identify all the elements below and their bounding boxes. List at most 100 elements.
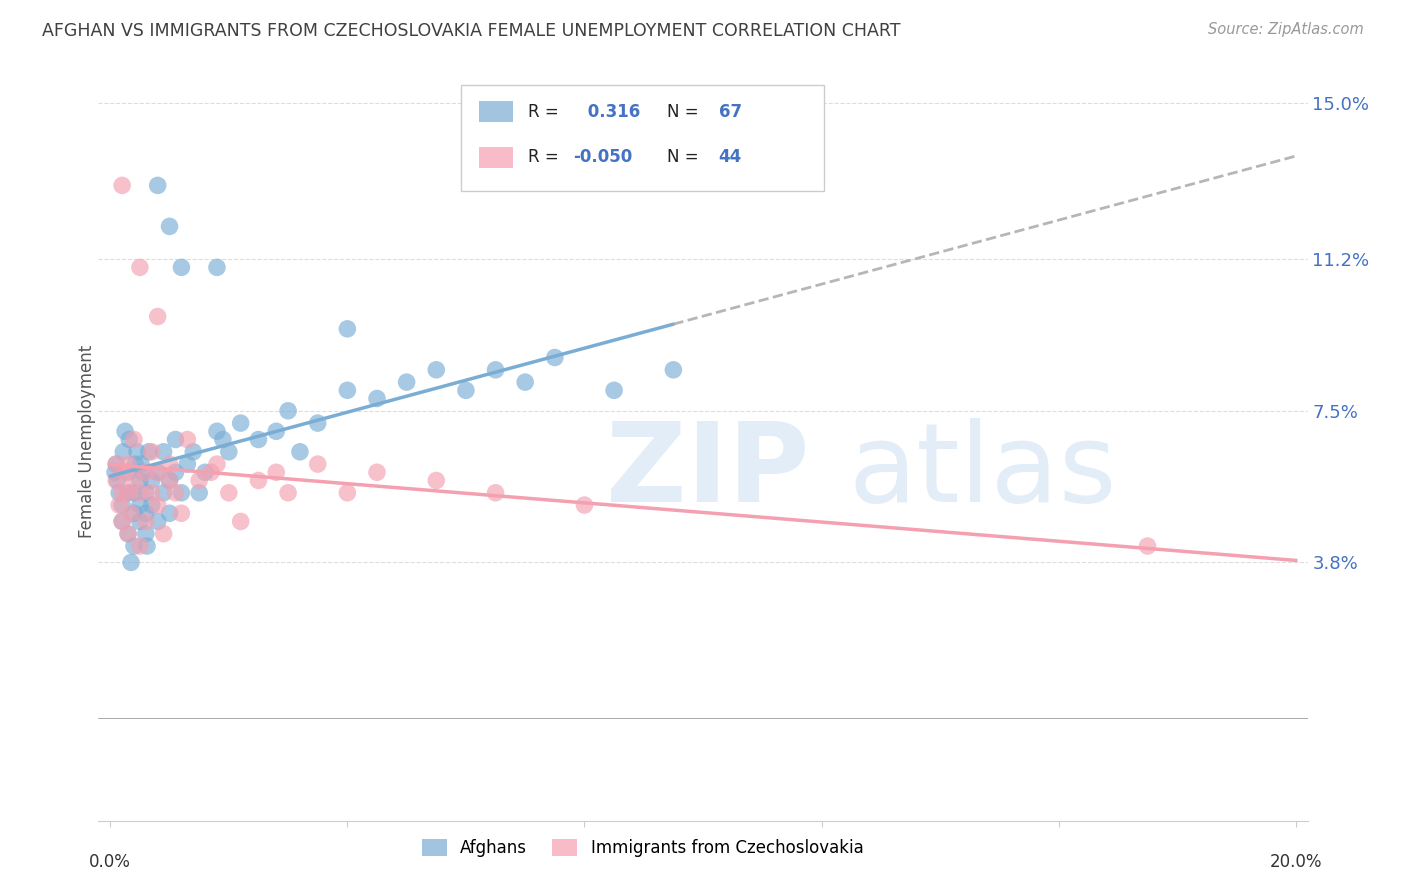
Point (122, 539, 145, 553)
Point (135, 515, 157, 529)
Point (165, 485, 187, 500)
Point (159, 474, 181, 488)
Point (122, 474, 145, 488)
Point (117, 465, 139, 479)
Point (129, 457, 152, 471)
Point (170, 506, 193, 520)
Text: 0.0%: 0.0% (90, 854, 131, 871)
Point (111, 178, 134, 193)
Point (218, 444, 240, 458)
Point (108, 498, 131, 512)
Point (105, 474, 128, 488)
Point (105, 474, 128, 488)
Point (159, 506, 181, 520)
Point (336, 384, 359, 398)
Point (117, 485, 139, 500)
Point (165, 465, 187, 479)
Point (336, 485, 359, 500)
Point (366, 392, 388, 406)
Point (425, 474, 447, 488)
Point (129, 485, 152, 500)
Point (188, 485, 211, 500)
Point (122, 506, 145, 520)
Point (159, 219, 181, 234)
Text: 20.0%: 20.0% (1270, 854, 1322, 871)
Point (188, 474, 211, 488)
Point (122, 433, 145, 447)
Point (152, 444, 174, 458)
Point (108, 485, 131, 500)
Point (218, 485, 240, 500)
Point (117, 457, 139, 471)
Point (454, 384, 477, 398)
Point (117, 485, 139, 500)
Point (135, 526, 157, 541)
Text: AFGHAN VS IMMIGRANTS FROM CZECHOSLOVAKIA FEMALE UNEMPLOYMENT CORRELATION CHART: AFGHAN VS IMMIGRANTS FROM CZECHOSLOVAKIA… (42, 22, 901, 40)
Point (141, 474, 163, 488)
Point (135, 485, 157, 500)
Point (146, 498, 169, 512)
FancyBboxPatch shape (479, 146, 513, 168)
Point (159, 474, 181, 488)
Point (117, 526, 139, 541)
Point (105, 457, 128, 471)
Point (205, 260, 228, 275)
Point (129, 260, 152, 275)
Point (122, 485, 145, 500)
Point (1136, 539, 1159, 553)
Point (129, 515, 152, 529)
Point (366, 465, 388, 479)
Point (205, 425, 228, 439)
Text: -0.050: -0.050 (574, 148, 633, 166)
Point (229, 515, 252, 529)
Point (277, 404, 299, 418)
Point (146, 178, 169, 193)
Point (152, 485, 174, 500)
Point (170, 260, 193, 275)
Point (132, 465, 155, 479)
Text: 0.316: 0.316 (582, 103, 640, 120)
Point (212, 433, 235, 447)
Point (277, 485, 299, 500)
Point (307, 416, 329, 430)
Point (176, 433, 198, 447)
Point (159, 457, 181, 471)
Point (515, 375, 537, 389)
Point (146, 465, 169, 479)
Point (336, 322, 359, 336)
FancyBboxPatch shape (479, 101, 513, 122)
Point (288, 444, 311, 458)
Point (194, 465, 217, 479)
Point (111, 485, 134, 500)
Point (120, 506, 142, 520)
Point (152, 526, 174, 541)
Point (146, 515, 169, 529)
Point (111, 515, 134, 529)
Point (118, 433, 141, 447)
Point (165, 433, 187, 447)
Point (395, 375, 418, 389)
Point (138, 444, 160, 458)
Text: 67: 67 (718, 103, 742, 120)
Point (229, 416, 252, 430)
Point (114, 425, 136, 439)
Point (170, 485, 193, 500)
Point (544, 351, 567, 365)
Point (264, 425, 287, 439)
Text: N =: N = (666, 148, 703, 166)
Point (105, 457, 128, 471)
Text: atlas: atlas (848, 418, 1116, 525)
Point (484, 485, 506, 500)
Point (181, 444, 204, 458)
Point (247, 474, 270, 488)
Point (141, 498, 163, 512)
Point (146, 465, 169, 479)
Point (484, 363, 506, 377)
Point (135, 506, 157, 520)
Point (662, 363, 685, 377)
Point (112, 444, 135, 458)
Legend: Afghans, Immigrants from Czechoslovakia: Afghans, Immigrants from Czechoslovakia (413, 830, 872, 865)
Y-axis label: Female Unemployment: Female Unemployment (79, 345, 96, 538)
Point (129, 474, 152, 488)
Point (425, 363, 447, 377)
